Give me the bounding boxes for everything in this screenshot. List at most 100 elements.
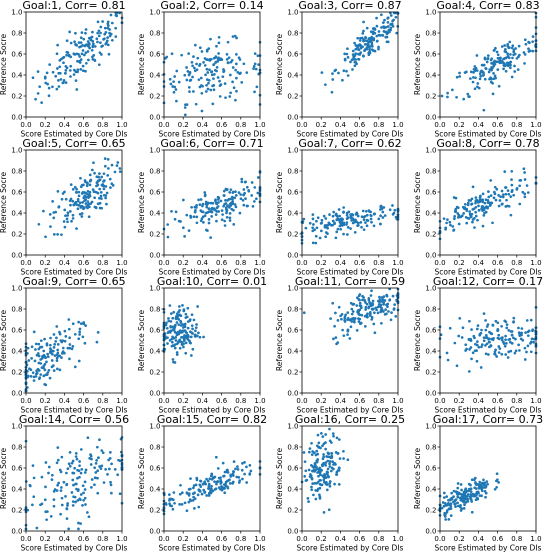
scatter-point bbox=[231, 472, 235, 476]
scatter-point bbox=[513, 64, 516, 68]
scatter-point bbox=[350, 312, 354, 316]
scatter-point bbox=[523, 346, 527, 350]
scatter-point bbox=[68, 343, 72, 346]
scatter-point bbox=[241, 462, 244, 465]
scatter-point bbox=[367, 37, 371, 41]
scatter-point bbox=[302, 311, 306, 315]
scatter-point bbox=[367, 51, 371, 55]
x-tick-label: 0.2 bbox=[178, 535, 189, 543]
scatter-point bbox=[478, 480, 482, 484]
scatter-point bbox=[217, 201, 220, 204]
scatter-point bbox=[171, 316, 175, 320]
x-tick-label: 0.0 bbox=[296, 259, 307, 267]
x-axis-label: Score Estimated by Core DIs bbox=[435, 406, 542, 415]
scatter-point bbox=[192, 495, 195, 499]
scatter-point bbox=[191, 64, 194, 68]
scatter-point bbox=[351, 213, 355, 217]
scatter-point bbox=[497, 481, 500, 484]
scatter-point bbox=[56, 348, 60, 352]
scatter-point bbox=[79, 322, 83, 325]
scatter-point bbox=[113, 468, 117, 471]
scatter-point bbox=[104, 42, 108, 46]
scatter-point bbox=[503, 64, 507, 68]
scatter-point bbox=[31, 371, 35, 375]
scatter-point bbox=[195, 215, 199, 219]
x-tick-label: 0.2 bbox=[316, 535, 327, 543]
scatter-point bbox=[377, 30, 381, 33]
scatter-point bbox=[195, 221, 199, 225]
scatter-point bbox=[77, 190, 81, 194]
x-tick-label: 1.0 bbox=[392, 535, 403, 543]
scatter-point bbox=[176, 313, 180, 317]
scatter-point bbox=[179, 324, 183, 327]
scatter-point bbox=[319, 222, 323, 225]
y-tick-label: 0.2 bbox=[287, 369, 298, 377]
axes-frame bbox=[301, 425, 399, 532]
scatter-point bbox=[181, 336, 185, 339]
scatter-point bbox=[504, 69, 508, 73]
scatter-point bbox=[326, 467, 330, 471]
scatter-point bbox=[481, 205, 485, 208]
scatter-point bbox=[471, 351, 475, 355]
x-tick-label: 0.2 bbox=[40, 535, 51, 543]
scatter-point bbox=[375, 34, 379, 38]
y-tick-label: 1.0 bbox=[149, 423, 160, 431]
scatter-point bbox=[109, 186, 112, 189]
scatter-point bbox=[359, 321, 363, 325]
scatter-point bbox=[75, 227, 78, 230]
scatter-point bbox=[369, 213, 373, 217]
scatter-point bbox=[98, 438, 101, 442]
scatter-point bbox=[60, 503, 64, 507]
scatter-point bbox=[487, 340, 491, 344]
scatter-point bbox=[65, 50, 69, 54]
y-tick-label: 0.6 bbox=[149, 51, 161, 59]
scatter-point bbox=[42, 374, 46, 378]
scatter-point bbox=[57, 481, 60, 485]
scatter-point bbox=[508, 40, 512, 44]
scatter-point bbox=[494, 348, 497, 352]
scatter-point bbox=[218, 84, 222, 87]
scatter-point bbox=[510, 169, 514, 173]
scatter-point bbox=[32, 330, 36, 334]
scatter-point bbox=[387, 28, 391, 32]
scatter-point bbox=[482, 63, 486, 67]
scatter-point bbox=[480, 69, 483, 73]
scatter-point bbox=[39, 373, 43, 376]
scatter-point bbox=[86, 200, 90, 203]
scatter-point bbox=[383, 18, 386, 22]
x-tick-label: 0.2 bbox=[178, 259, 189, 267]
scatter-point bbox=[59, 78, 63, 81]
scatter-point bbox=[108, 28, 111, 31]
scatter-point bbox=[83, 496, 87, 500]
scatter-point bbox=[320, 218, 324, 222]
x-tick-label: 1.0 bbox=[116, 121, 127, 129]
scatter-point bbox=[364, 305, 368, 309]
scatter-point bbox=[69, 55, 73, 59]
scatter-point bbox=[337, 305, 341, 309]
scatter-point bbox=[227, 56, 231, 60]
scatter-point bbox=[92, 42, 95, 46]
scatter-point bbox=[369, 30, 373, 34]
scatter-point bbox=[481, 224, 485, 228]
scatter-point bbox=[214, 201, 218, 205]
scatter-point bbox=[52, 333, 56, 336]
scatter-point bbox=[395, 298, 399, 302]
scatter-point bbox=[193, 507, 196, 510]
scatter-point bbox=[506, 52, 510, 56]
scatter-point bbox=[510, 190, 514, 194]
x-tick-label: 0.2 bbox=[454, 397, 465, 405]
scatter-panel-14: Goal:15, Corr= 0.820.0 0.2 0.4 0.6 0.8 1.00.0… bbox=[137, 413, 267, 553]
scatter-point bbox=[103, 164, 107, 168]
scatter-point bbox=[390, 22, 393, 26]
scatter-point bbox=[325, 472, 329, 476]
y-tick-label: 0.8 bbox=[11, 444, 22, 452]
scatter-point bbox=[225, 211, 228, 215]
scatter-point bbox=[178, 503, 182, 506]
scatter-point bbox=[67, 327, 71, 331]
scatter-point bbox=[324, 447, 328, 451]
scatter-point bbox=[60, 486, 63, 489]
scatter-point bbox=[345, 69, 348, 73]
scatter-point bbox=[166, 331, 170, 335]
scatter-point bbox=[79, 448, 83, 451]
scatter-point bbox=[66, 346, 70, 350]
